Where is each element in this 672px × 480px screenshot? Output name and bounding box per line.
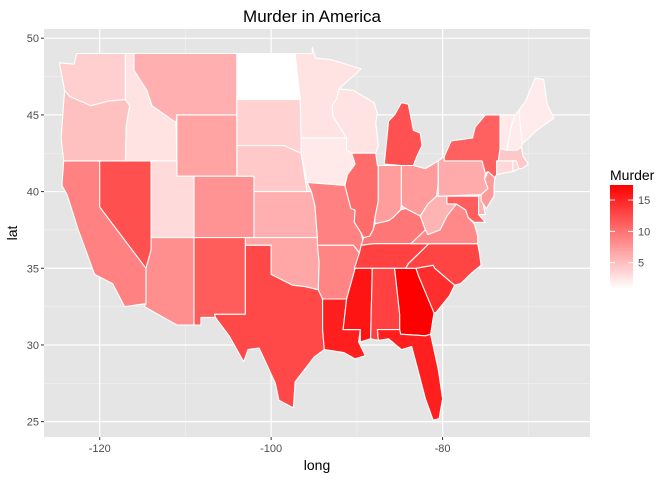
legend-tick-label: 15 xyxy=(638,195,650,207)
y-tick-label: 30 xyxy=(27,340,39,352)
legend-tick-label: 5 xyxy=(638,258,644,270)
y-tick-label: 45 xyxy=(27,110,39,122)
state-north-dakota xyxy=(236,52,301,101)
state-texas xyxy=(214,244,325,409)
y-tick-label: 40 xyxy=(27,187,39,199)
state-polygons xyxy=(58,46,555,421)
legend-title: Murder xyxy=(610,167,655,183)
state-rhode-island xyxy=(512,160,520,173)
y-axis: 25 30 35 40 45 50 xyxy=(27,33,44,429)
legend-colorbar xyxy=(610,185,633,289)
state-mississippi xyxy=(342,267,373,343)
state-delaware xyxy=(478,194,486,216)
state-new-mexico xyxy=(193,237,246,326)
state-maine xyxy=(518,77,555,145)
x-axis: -120 -100 -80 xyxy=(89,437,451,455)
state-wyoming xyxy=(176,114,238,177)
legend-tick-label: 10 xyxy=(638,226,650,238)
state-colorado xyxy=(193,175,255,239)
legend-ticks: 5 10 15 xyxy=(610,195,650,270)
state-connecticut xyxy=(496,160,514,176)
x-tick-label: -80 xyxy=(435,443,451,455)
x-tick-label: -100 xyxy=(260,443,282,455)
state-florida xyxy=(376,329,444,421)
chart-title: Murder in America xyxy=(243,7,381,26)
y-tick-label: 25 xyxy=(27,417,39,429)
color-legend: Murder 5 10 15 xyxy=(610,167,655,289)
state-pennsylvania xyxy=(437,155,489,197)
x-tick-label: -120 xyxy=(89,443,111,455)
y-tick-label: 50 xyxy=(27,33,39,45)
state-wisconsin xyxy=(331,88,379,154)
state-kansas xyxy=(253,191,318,239)
y-tick-label: 35 xyxy=(27,263,39,275)
x-axis-label: long xyxy=(304,457,330,473)
y-axis-label: lat xyxy=(4,226,20,241)
state-new-jersey xyxy=(480,171,496,210)
